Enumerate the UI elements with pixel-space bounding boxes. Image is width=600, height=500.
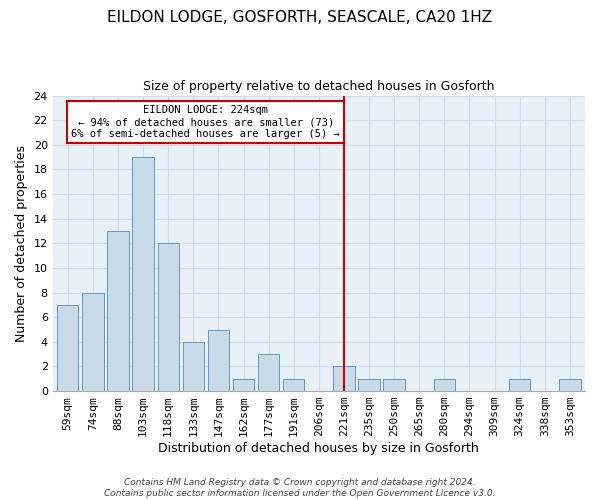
Text: Contains HM Land Registry data © Crown copyright and database right 2024.
Contai: Contains HM Land Registry data © Crown c… (104, 478, 496, 498)
Bar (133, 157, 154, 391)
Bar (158, 244, 179, 391)
Text: EILDON LODGE, GOSFORTH, SEASCALE, CA20 1HZ: EILDON LODGE, GOSFORTH, SEASCALE, CA20 1… (107, 10, 493, 25)
Y-axis label: Number of detached properties: Number of detached properties (15, 145, 28, 342)
Bar (434, 379, 455, 391)
Bar (182, 342, 204, 391)
Bar (283, 379, 304, 391)
Text: EILDON LODGE: 224sqm
← 94% of detached houses are smaller (73)
6% of semi-detach: EILDON LODGE: 224sqm ← 94% of detached h… (71, 106, 340, 138)
Bar (258, 354, 279, 391)
Bar (82, 292, 104, 391)
Bar (233, 379, 254, 391)
Bar (107, 231, 128, 391)
Bar (509, 379, 530, 391)
Bar (208, 330, 229, 391)
Bar (559, 379, 581, 391)
Bar (358, 379, 380, 391)
Bar (383, 379, 405, 391)
Bar (57, 305, 79, 391)
Title: Size of property relative to detached houses in Gosforth: Size of property relative to detached ho… (143, 80, 494, 93)
X-axis label: Distribution of detached houses by size in Gosforth: Distribution of detached houses by size … (158, 442, 479, 455)
Bar (333, 366, 355, 391)
